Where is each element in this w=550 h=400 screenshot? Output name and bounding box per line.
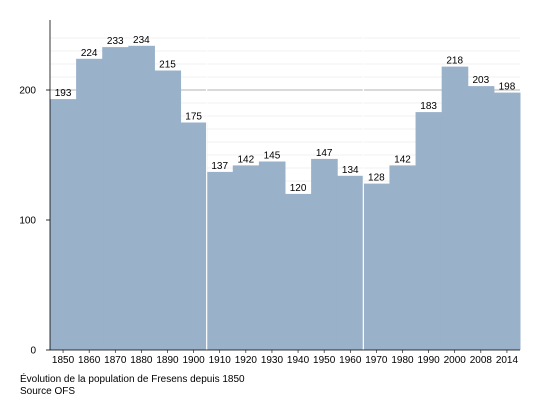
bar-2014: [493, 92, 521, 350]
y-tick-label: 0: [30, 346, 36, 357]
value-label-1940: 120: [290, 183, 307, 194]
value-label-1900: 175: [185, 112, 202, 123]
x-tick-label: 1990: [417, 355, 440, 366]
value-label-1890: 215: [159, 60, 176, 71]
bar-1950: [311, 158, 338, 350]
x-tick-label: 1940: [287, 355, 310, 366]
bar-1970: [363, 183, 390, 350]
value-label-1950: 147: [316, 148, 333, 159]
value-label-1980: 142: [394, 154, 411, 165]
bar-1940: [285, 194, 312, 350]
bar-1870: [102, 47, 129, 350]
chart-caption: Évolution de la population de Fresens de…: [20, 374, 245, 385]
bar-1930: [258, 161, 286, 350]
axes: [49, 20, 520, 351]
value-label-1910: 137: [211, 161, 228, 172]
bar-1850: [50, 99, 77, 350]
population-chart: 193 224 233 234 215 175 137 142 145 120 147 134 128 1…: [19, 20, 521, 366]
x-tick-label: 1880: [130, 355, 153, 366]
bar-1910: [206, 171, 234, 350]
value-label-1870: 233: [107, 36, 124, 47]
x-tick-label: 1930: [261, 355, 284, 366]
y-axis-ticks: 0 100 200: [19, 86, 50, 357]
x-tick-label: 1870: [104, 355, 127, 366]
y-tick-label: 100: [19, 216, 36, 227]
bar-1990: [415, 112, 443, 350]
x-axis-ticks: 1850 1860 1870 1880 1890 1900 1910 1920 1930 1940…: [52, 350, 519, 366]
bar-1880: [128, 45, 155, 351]
value-label-1930: 145: [264, 151, 281, 162]
x-tick-label: 1900: [182, 355, 205, 366]
bar-1920: [232, 165, 260, 350]
x-tick-label: 1910: [209, 355, 232, 366]
value-label-1850: 193: [55, 88, 72, 99]
bar-2008: [467, 86, 495, 350]
value-label-1880: 234: [133, 35, 150, 46]
bar-2000: [441, 66, 469, 350]
value-label-1960: 134: [342, 165, 359, 176]
value-label-1920: 142: [237, 154, 254, 165]
x-tick-label: 2000: [444, 355, 467, 366]
y-tick-label: 200: [19, 86, 36, 97]
value-labels: 193 224 233 234 215 175 137 142 145 120 147 134 128 1…: [55, 35, 516, 194]
bar-1900: [180, 122, 208, 350]
x-tick-label: 1960: [339, 355, 362, 366]
bar-1860: [76, 58, 103, 351]
value-label-1860: 224: [81, 48, 98, 59]
x-tick-label: 1860: [78, 355, 101, 366]
x-tick-label: 1890: [156, 355, 179, 366]
chart-source: Source OFS: [20, 386, 76, 397]
bar-1980: [389, 165, 417, 350]
value-label-1990: 183: [420, 101, 437, 112]
bar-1890: [154, 70, 182, 350]
x-tick-label: 1970: [365, 355, 388, 366]
x-tick-label: 2014: [496, 355, 519, 366]
value-label-1970: 128: [368, 173, 385, 184]
x-tick-label: 1920: [235, 355, 258, 366]
x-tick-label: 1850: [52, 355, 75, 366]
value-label-2000: 218: [446, 56, 463, 67]
separators: [206, 25, 364, 350]
x-tick-label: 2008: [470, 355, 493, 366]
bar-1960: [337, 175, 364, 350]
value-label-2008: 203: [472, 75, 489, 86]
x-tick-label: 1980: [391, 355, 414, 366]
value-label-2014: 198: [499, 82, 516, 93]
bars: [50, 45, 521, 351]
x-tick-label: 1950: [313, 355, 336, 366]
